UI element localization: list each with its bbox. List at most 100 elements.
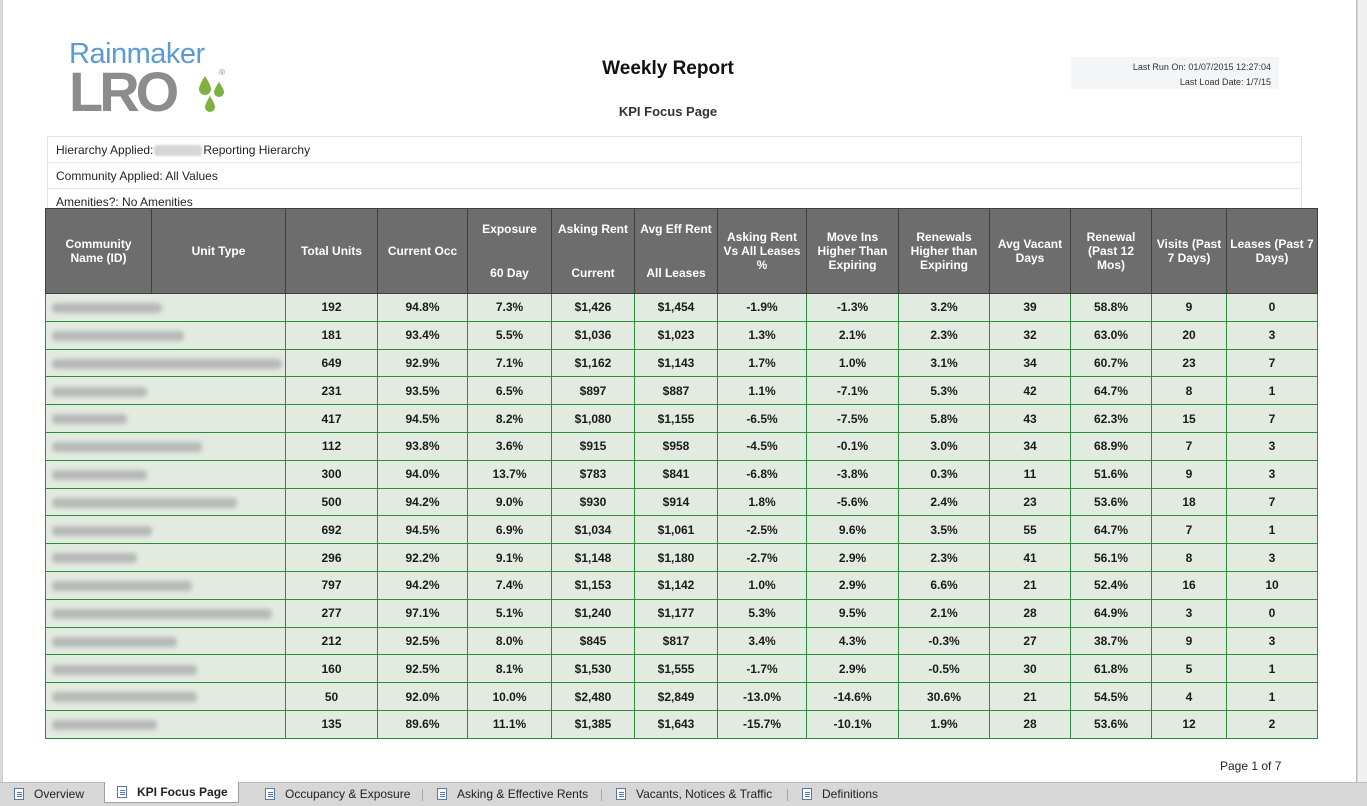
cell-exposure: 10.0% [467,682,552,711]
cell-asking-rent: $1,080 [551,404,635,433]
cell-renewals: 3.5% [898,515,990,545]
tab-separator [422,789,423,801]
cell-renewals: 5.3% [898,376,990,406]
cell-avg-eff-rent: $958 [634,431,718,461]
cell-avg-vacant: 30 [989,654,1071,684]
cell-renewals: 5.8% [898,404,990,433]
cell-visits: 12 [1151,709,1227,739]
cell-current-occ: 94.0% [377,459,468,489]
tab-definitions[interactable]: Definitions [802,783,878,805]
redacted-text [154,145,203,157]
table-row: 277 97.1% 5.1% $1,240 $1,177 5.3% 9.5% 2.1% 28 64… [45,598,1318,628]
cell-leases: 1 [1226,515,1318,545]
cell-asking-rent: $1,036 [551,320,635,350]
cell-move-ins: -7.5% [806,404,899,433]
report-page: Rainmaker LRO ® Weekly Report KPI Focus … [2,0,1357,782]
cell-total-units: 181 [285,320,378,350]
cell-move-ins: -10.1% [806,709,899,739]
cell-avg-vacant: 21 [989,570,1071,600]
col-header-move-ins: Move Ins Higher Than Expiring [806,208,899,294]
tab-separator [787,789,788,801]
cell-renewals: -0.3% [898,626,990,656]
cell-renewal-12: 64.7% [1070,515,1152,545]
cell-visits: 16 [1151,570,1227,600]
redacted-text [52,442,202,453]
tab-overview[interactable]: Overview [14,783,84,805]
cell-asking-rent: $1,153 [551,570,635,600]
cell-total-units: 231 [285,376,378,406]
cell-exposure: 9.1% [467,543,552,572]
redacted-text [52,525,152,536]
community-name-redacted [45,404,286,433]
cell-visits: 20 [1151,320,1227,350]
table-row: 135 89.6% 11.1% $1,385 $1,643 -15.7% -10.1% 1.9… [45,709,1318,739]
tab-asking-effective-rents[interactable]: Asking & Effective Rents [437,783,588,805]
tab-vacants-notices-traffic[interactable]: Vacants, Notices & Traffic [616,783,772,805]
cell-current-occ: 93.5% [377,376,468,406]
cell-visits: 9 [1151,626,1227,656]
cell-renewals: 2.3% [898,543,990,572]
tab-label: Occupancy & Exposure [285,787,411,801]
cell-renewal-12: 58.8% [1070,293,1152,322]
table-row: 797 94.2% 7.4% $1,153 $1,142 1.0% 2.9% 6.6% 21 52… [45,570,1318,600]
cell-visits: 8 [1151,543,1227,572]
cell-move-ins: 1.0% [806,348,899,378]
cell-exposure: 8.0% [467,626,552,656]
col-header-renewals: Renewals Higher than Expiring [898,208,990,294]
redacted-text [52,331,184,342]
cell-current-occ: 92.5% [377,626,468,656]
cell-avg-eff-rent: $1,454 [634,293,718,322]
table-row: 231 93.5% 6.5% $897 $887 1.1% -7.1% 5.3% 42 64.7%… [45,376,1318,406]
redacted-text [52,720,157,731]
table-row: 212 92.5% 8.0% $845 $817 3.4% 4.3% -0.3% 27 38.7%… [45,626,1318,656]
redacted-text [52,553,137,564]
table-header-row: Community Name (ID) Unit Type Total Unit… [45,208,1318,294]
cell-current-occ: 93.8% [377,431,468,461]
community-filter: Community Applied: All Values [48,163,1301,189]
rainmaker-lro-logo: Rainmaker LRO ® [69,38,229,120]
cell-renewals: 2.3% [898,320,990,350]
tab-label: Definitions [822,787,879,801]
asking-rent-label: Asking Rent [557,222,628,236]
col-header-current-occ: Current Occ [377,208,468,294]
redacted-text [52,581,192,592]
cell-move-ins: 2.9% [806,654,899,684]
cell-visits: 15 [1151,404,1227,433]
cell-leases: 7 [1226,348,1318,378]
cell-visits: 9 [1151,459,1227,489]
report-subtitle: KPI Focus Page [618,104,718,119]
report-page-icon [437,788,447,800]
report-page-icon [265,788,275,800]
vertical-scrollbar[interactable] [1357,0,1367,782]
tab-occupancy-exposure[interactable]: Occupancy & Exposure [265,783,410,805]
cell-avg-vacant: 41 [989,543,1071,572]
cell-asking-rent: $845 [551,626,635,656]
exposure-label: Exposure [482,222,537,236]
cell-renewals: 3.1% [898,348,990,378]
cell-avg-vacant: 28 [989,709,1071,739]
cell-leases: 3 [1226,626,1318,656]
cell-current-occ: 97.1% [377,598,468,628]
col-header-community: Community Name (ID) [45,208,152,294]
community-name-redacted [45,348,286,378]
cell-renewal-12: 68.9% [1070,431,1152,461]
cell-renewal-12: 38.7% [1070,626,1152,656]
redacted-text [52,636,177,647]
redacted-text [52,470,147,480]
cell-visits: 5 [1151,654,1227,684]
cell-asking-vs-all: 1.0% [717,570,807,600]
cell-total-units: 797 [285,570,378,600]
table-row: 417 94.5% 8.2% $1,080 $1,155 -6.5% -7.5% 5.8% 43… [45,404,1318,433]
redacted-text [52,664,197,675]
cell-exposure: 13.7% [467,459,552,489]
cell-current-occ: 94.5% [377,515,468,545]
table-row: 300 94.0% 13.7% $783 $841 -6.8% -3.8% 0.3% 11 51.… [45,459,1318,489]
cell-total-units: 417 [285,404,378,433]
cell-asking-vs-all: 1.3% [717,320,807,350]
cell-exposure: 11.1% [467,709,552,739]
cell-renewal-12: 54.5% [1070,682,1152,711]
tab-label: Overview [34,787,85,801]
tab-kpi-focus-page[interactable]: KPI Focus Page [104,782,239,803]
cell-asking-rent: $1,162 [551,348,635,378]
last-load-text: Last Load Date: 1/7/15 [1179,77,1271,87]
